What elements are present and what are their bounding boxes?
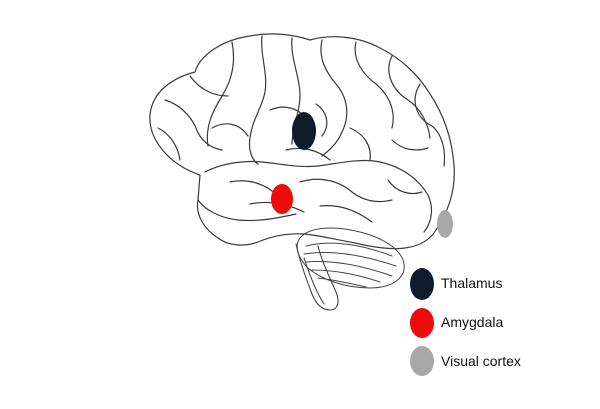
- legend-label-amygdala: Amygdala: [441, 314, 504, 330]
- legend-swatch-amygdala: [410, 308, 434, 338]
- cerebellum-outline: [296, 227, 405, 289]
- cerebrum-outline: [149, 33, 455, 250]
- legend-label-thalamus: Thalamus: [441, 275, 503, 291]
- brainstem-outline: [295, 243, 339, 311]
- legend-swatch-visual-cortex: [410, 346, 434, 376]
- thalamus-marker: [292, 112, 316, 150]
- temporal-lobe-outline: [204, 159, 433, 233]
- visual-cortex-marker: [437, 210, 453, 238]
- legend-swatch-thalamus: [410, 268, 434, 300]
- legend-label-visual-cortex: Visual cortex: [441, 353, 521, 369]
- amygdala-marker: [271, 184, 293, 214]
